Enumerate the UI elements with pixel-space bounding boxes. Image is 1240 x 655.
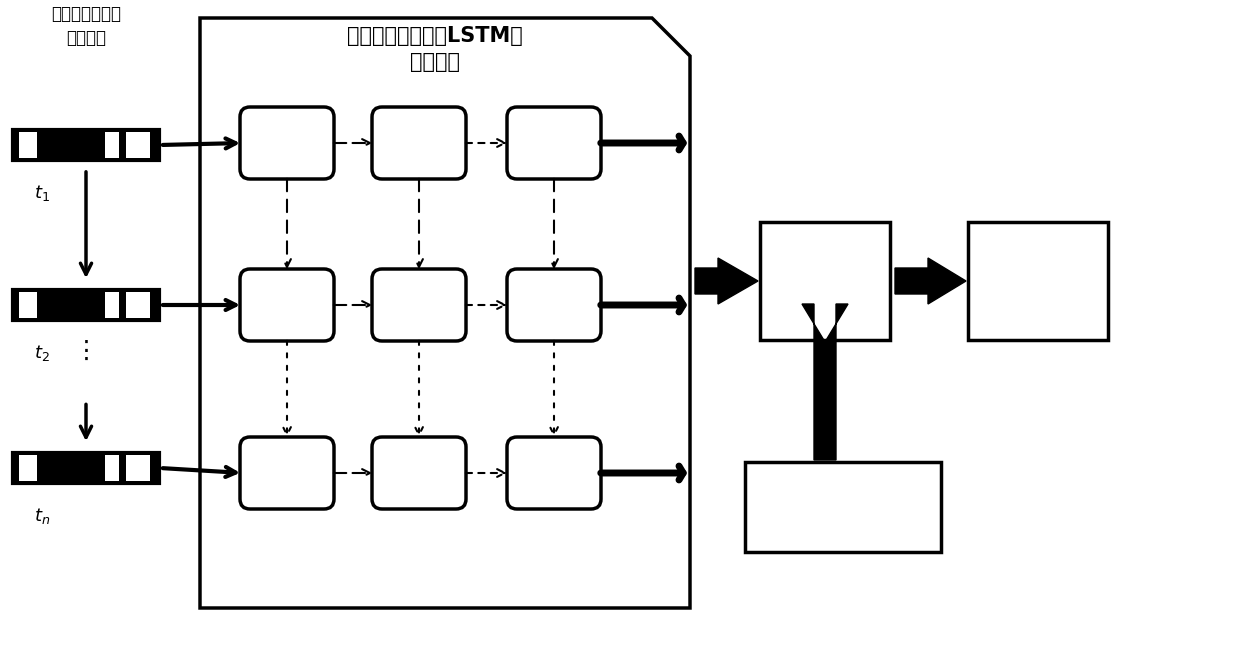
Polygon shape <box>200 18 689 608</box>
Bar <box>105 455 119 481</box>
FancyBboxPatch shape <box>372 107 466 179</box>
Polygon shape <box>802 304 848 460</box>
Text: 含水率标签值: 含水率标签值 <box>816 491 870 506</box>
FancyBboxPatch shape <box>507 107 601 179</box>
Text: LSTM: LSTM <box>533 458 575 472</box>
Bar <box>105 132 119 159</box>
FancyBboxPatch shape <box>241 437 334 509</box>
FancyBboxPatch shape <box>760 222 890 340</box>
Text: LSTM: LSTM <box>398 290 440 304</box>
Text: LSTM: LSTM <box>398 128 440 142</box>
Bar <box>20 291 37 318</box>
Bar <box>126 291 150 318</box>
Text: LSTM: LSTM <box>265 128 308 142</box>
FancyBboxPatch shape <box>507 437 601 509</box>
Bar <box>12 289 160 321</box>
Text: LSTM: LSTM <box>265 458 308 472</box>
Text: 含水率多元时序
特征向量: 含水率多元时序 特征向量 <box>51 5 122 47</box>
FancyBboxPatch shape <box>507 269 601 341</box>
Bar <box>12 452 160 484</box>
Text: $t_1$: $t_1$ <box>33 183 50 203</box>
Text: 单元: 单元 <box>279 476 295 490</box>
Text: 含水率: 含水率 <box>1022 262 1054 280</box>
Text: 分类: 分类 <box>815 286 836 304</box>
Bar <box>12 289 160 321</box>
Polygon shape <box>895 258 966 304</box>
Text: 单元: 单元 <box>279 308 295 322</box>
Text: 单元: 单元 <box>410 308 428 322</box>
FancyBboxPatch shape <box>745 462 941 552</box>
Bar <box>126 455 150 481</box>
Text: $t_2$: $t_2$ <box>33 343 50 363</box>
Text: 单元: 单元 <box>279 146 295 160</box>
Text: LSTM: LSTM <box>398 458 440 472</box>
Text: 预测值: 预测值 <box>1022 286 1054 304</box>
FancyBboxPatch shape <box>241 269 334 341</box>
Text: 单元: 单元 <box>546 476 563 490</box>
Bar <box>20 455 37 481</box>
FancyBboxPatch shape <box>968 222 1109 340</box>
Bar <box>126 132 150 159</box>
FancyBboxPatch shape <box>372 269 466 341</box>
Text: 深度长短时记忆（LSTM）
神经网络: 深度长短时记忆（LSTM） 神经网络 <box>347 26 523 73</box>
Text: 单元: 单元 <box>546 146 563 160</box>
Text: $t_n$: $t_n$ <box>33 506 50 526</box>
Text: LSTM: LSTM <box>265 290 308 304</box>
Bar <box>12 129 160 161</box>
Text: LSTM: LSTM <box>533 290 575 304</box>
FancyBboxPatch shape <box>241 107 334 179</box>
Text: LSTM: LSTM <box>533 128 575 142</box>
Bar <box>12 129 160 161</box>
Text: ⋮: ⋮ <box>73 339 98 363</box>
Bar <box>12 452 160 484</box>
Bar <box>105 291 119 318</box>
Text: （井口含水率化验值）: （井口含水率化验值） <box>801 512 885 526</box>
Text: 单元: 单元 <box>410 146 428 160</box>
FancyBboxPatch shape <box>372 437 466 509</box>
Text: 单元: 单元 <box>410 476 428 490</box>
Text: 单元: 单元 <box>546 308 563 322</box>
Text: Softmax: Softmax <box>782 262 867 280</box>
Polygon shape <box>694 258 758 304</box>
Bar <box>20 132 37 159</box>
